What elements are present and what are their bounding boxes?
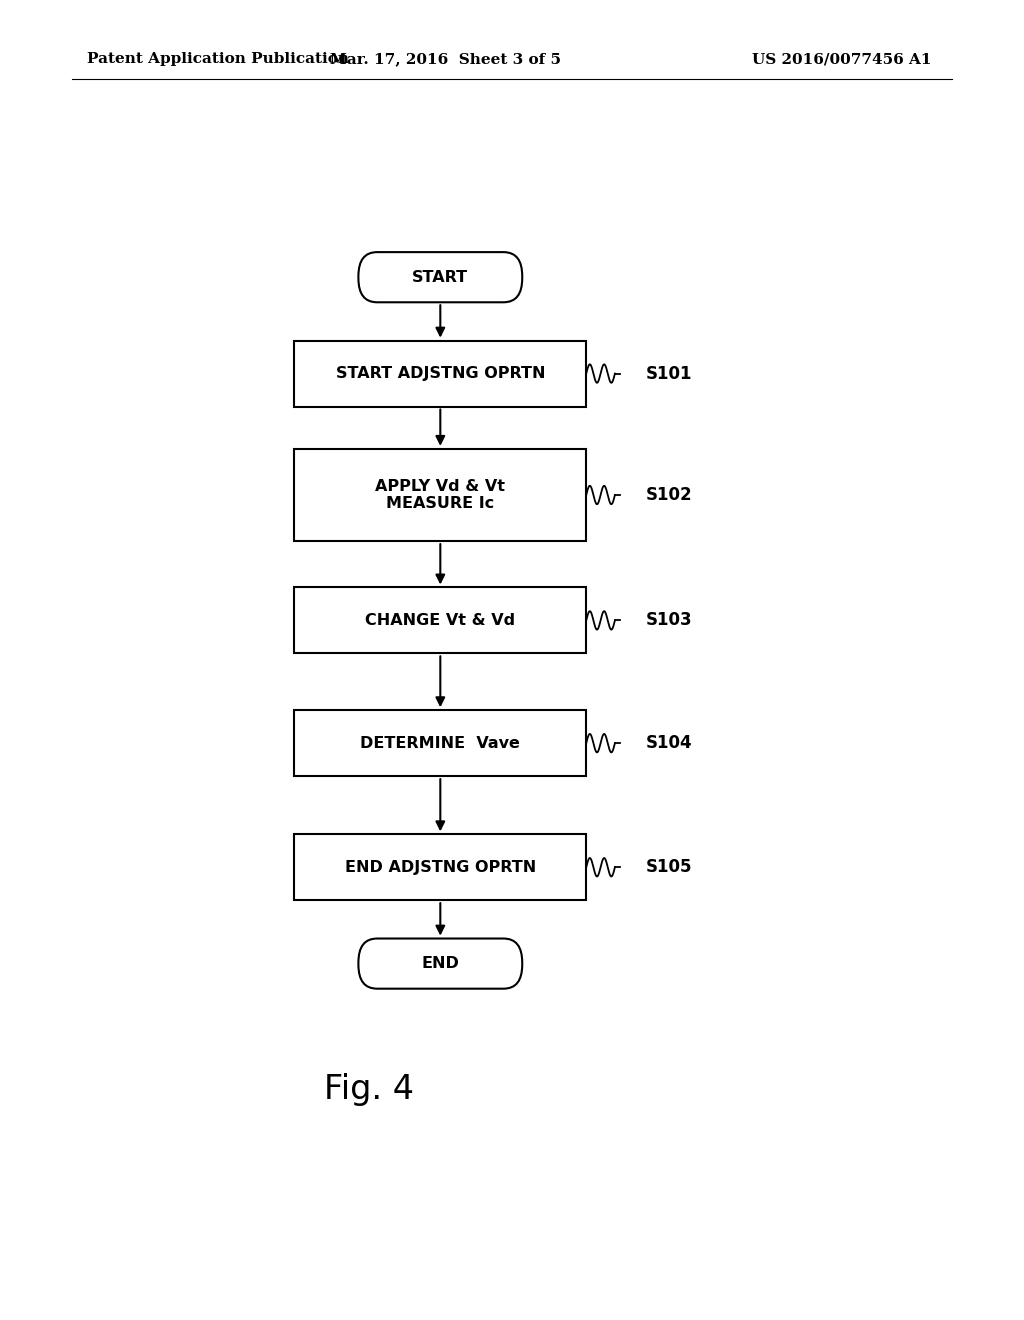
Text: Fig. 4: Fig. 4: [324, 1072, 414, 1106]
Text: Mar. 17, 2016  Sheet 3 of 5: Mar. 17, 2016 Sheet 3 of 5: [330, 53, 561, 66]
FancyBboxPatch shape: [295, 834, 586, 900]
FancyBboxPatch shape: [358, 939, 522, 989]
Text: S105: S105: [646, 858, 692, 876]
FancyBboxPatch shape: [295, 341, 586, 407]
FancyBboxPatch shape: [358, 252, 522, 302]
FancyBboxPatch shape: [295, 710, 586, 776]
Text: S104: S104: [646, 734, 692, 752]
Text: Patent Application Publication: Patent Application Publication: [87, 53, 349, 66]
Text: S102: S102: [646, 486, 692, 504]
Text: START ADJSTNG OPRTN: START ADJSTNG OPRTN: [336, 366, 545, 381]
Text: S103: S103: [646, 611, 692, 630]
Text: CHANGE Vt & Vd: CHANGE Vt & Vd: [366, 612, 515, 628]
FancyBboxPatch shape: [295, 449, 586, 541]
Text: S101: S101: [646, 364, 692, 383]
Text: US 2016/0077456 A1: US 2016/0077456 A1: [753, 53, 932, 66]
Text: DETERMINE  Vave: DETERMINE Vave: [360, 735, 520, 751]
Text: END ADJSTNG OPRTN: END ADJSTNG OPRTN: [345, 859, 536, 875]
FancyBboxPatch shape: [295, 587, 586, 653]
Text: START: START: [413, 269, 468, 285]
Text: END: END: [422, 956, 459, 972]
Text: APPLY Vd & Vt
MEASURE Ic: APPLY Vd & Vt MEASURE Ic: [376, 479, 505, 511]
